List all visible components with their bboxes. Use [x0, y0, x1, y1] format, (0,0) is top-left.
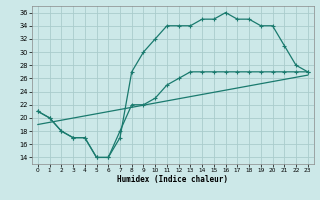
X-axis label: Humidex (Indice chaleur): Humidex (Indice chaleur) [117, 175, 228, 184]
